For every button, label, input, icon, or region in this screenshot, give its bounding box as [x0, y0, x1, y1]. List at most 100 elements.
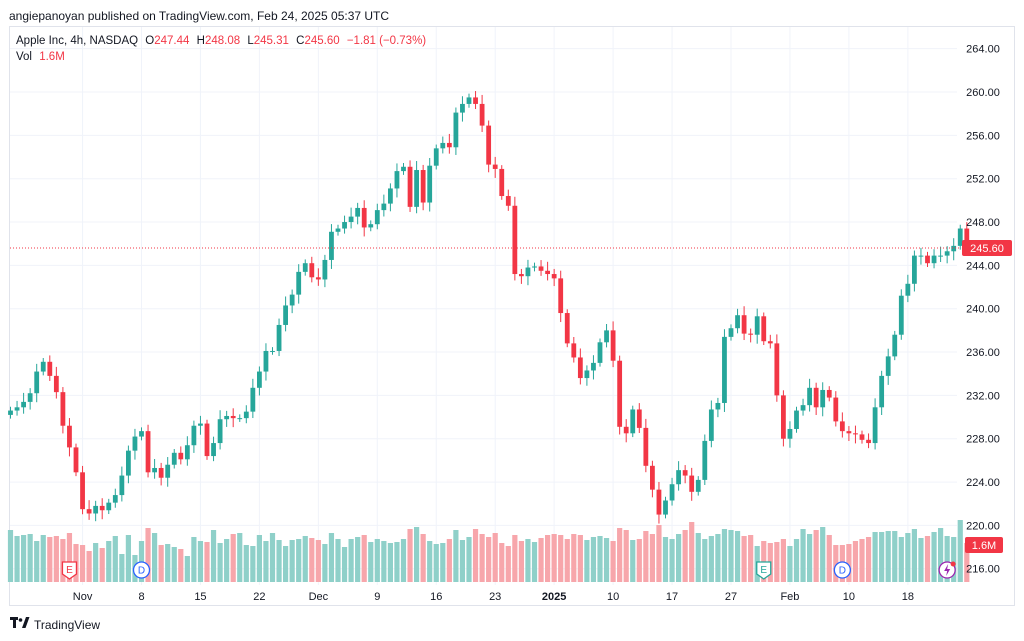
candle-body	[171, 452, 177, 465]
candle-body	[925, 255, 930, 264]
grid-lines	[10, 27, 957, 585]
volume-bar	[355, 537, 361, 582]
candle-body	[656, 489, 662, 515]
candle-body	[198, 423, 203, 426]
volume-bar	[545, 535, 551, 582]
volume-bar	[158, 545, 164, 582]
candle-body	[931, 255, 937, 264]
candle-body	[14, 407, 20, 411]
candle-body	[368, 224, 374, 228]
candle-body	[289, 294, 295, 306]
volume-bar	[361, 535, 367, 582]
candle-body	[263, 350, 269, 372]
candle-body	[73, 447, 79, 473]
time-tick-label: 16	[430, 591, 442, 603]
volume-bar	[479, 534, 485, 582]
volume-bar	[486, 537, 492, 582]
candle-body	[440, 142, 446, 149]
dividend-marker-icon[interactable]: D	[833, 561, 851, 579]
volume-bar	[237, 533, 243, 582]
volume-bar	[60, 539, 66, 582]
candle-body	[505, 196, 511, 206]
candle-body	[676, 470, 681, 485]
candle-body	[682, 470, 688, 476]
candle-body	[315, 277, 321, 280]
volume-bar	[708, 536, 714, 582]
candle-body	[866, 439, 871, 444]
tradingview-footer[interactable]: TradingView	[10, 617, 100, 632]
candle-body	[800, 405, 806, 411]
earnings-marker-icon[interactable]: E	[756, 561, 772, 580]
volume-bar	[263, 541, 269, 582]
candle-body	[466, 97, 472, 104]
volume-bar	[748, 535, 754, 582]
price-tick-label: 264.00	[966, 44, 1000, 56]
volume-bar	[911, 529, 917, 582]
volume-bar	[505, 546, 511, 582]
volume-bar	[296, 539, 302, 582]
candle-body	[715, 402, 721, 410]
volume-bar	[669, 539, 675, 582]
time-tick-label: 23	[489, 591, 501, 603]
candle-body	[499, 168, 505, 197]
volume-bar	[341, 547, 348, 582]
volume-bar	[309, 538, 315, 582]
volume-bar	[184, 556, 190, 582]
low-label: L	[247, 35, 254, 47]
candle-body	[27, 393, 33, 402]
chart-frame[interactable]	[9, 26, 1015, 606]
volume-bar	[964, 543, 970, 582]
earnings-marker-icon[interactable]: E	[61, 561, 78, 580]
candle-body	[60, 392, 66, 426]
price-tick-label: 248.00	[966, 217, 1000, 229]
volume-bar	[289, 540, 295, 582]
volume-label[interactable]: Vol	[16, 51, 32, 63]
volume-bar	[872, 532, 878, 582]
volume-bar	[250, 546, 256, 582]
candle-body	[564, 313, 570, 344]
volume-bar	[178, 549, 184, 582]
svg-text:E: E	[66, 565, 73, 576]
flash-event-icon[interactable]	[938, 561, 956, 579]
candle-body	[152, 467, 157, 473]
candle-body	[40, 361, 46, 372]
candle-body	[335, 228, 341, 232]
volume-bar	[21, 535, 27, 582]
volume-bar	[407, 529, 413, 582]
volume-bar	[551, 534, 557, 582]
volume-bar	[414, 527, 420, 582]
symbol-label[interactable]: Apple Inc, 4h, NASDAQ	[16, 35, 139, 47]
time-tick-label: Dec	[309, 591, 329, 603]
candle-body	[145, 431, 151, 473]
candle-body	[577, 357, 583, 379]
volume-bar	[197, 541, 204, 582]
candle-body	[309, 263, 315, 278]
candle-body	[237, 418, 243, 420]
candle-body	[754, 316, 760, 335]
time-tick-label: 10	[843, 591, 855, 603]
candle-body	[820, 389, 826, 408]
volume-bar	[466, 537, 472, 582]
svg-text:D: D	[839, 566, 846, 577]
candle-body	[787, 428, 793, 439]
volume-bar	[53, 536, 59, 582]
volume-bar	[217, 543, 223, 582]
volume-bar	[243, 545, 249, 582]
candle-body	[525, 267, 531, 277]
candle-body	[119, 475, 125, 496]
time-tick-label: 17	[666, 591, 678, 603]
volume-bar	[400, 539, 407, 582]
volume-bar	[590, 537, 597, 582]
close-value: 245.60	[304, 35, 340, 47]
candle-body	[545, 270, 550, 275]
candle-body	[414, 170, 419, 207]
volume-bar	[682, 530, 688, 582]
volume-bar	[918, 538, 924, 582]
high-label: H	[196, 35, 205, 47]
volume-bar	[381, 541, 387, 582]
volume-bar	[433, 544, 439, 582]
dividend-marker-icon[interactable]: D	[132, 561, 151, 579]
candle-body	[217, 419, 223, 444]
